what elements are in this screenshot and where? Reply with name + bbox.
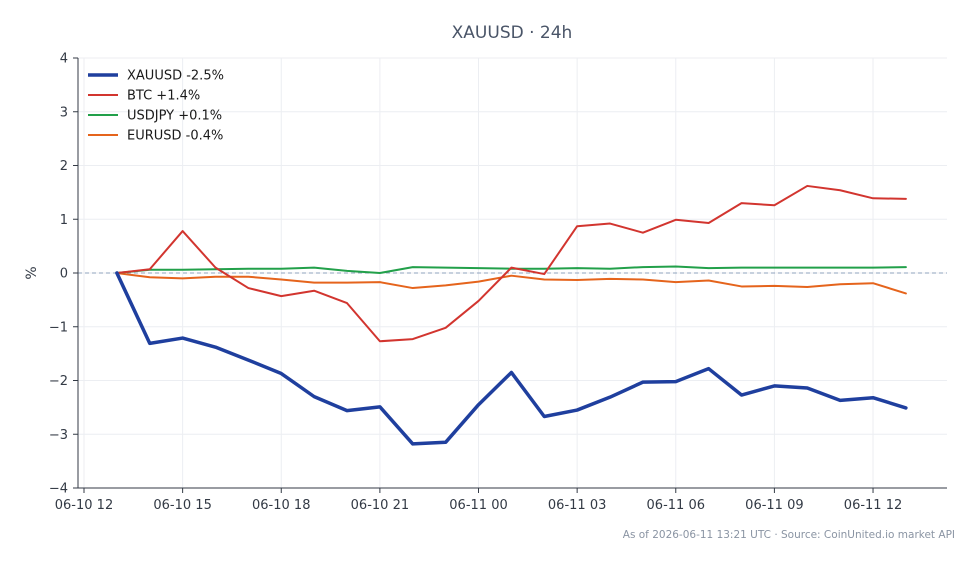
series-layer [115, 184, 908, 446]
y-tick-label: 3 [60, 105, 68, 120]
x-tick-label: 06-11 03 [548, 498, 606, 513]
x-tick-label: 06-10 21 [351, 498, 409, 513]
y-tick-label: 1 [60, 213, 68, 228]
y-tick-label: 2 [60, 159, 68, 174]
chart-title: XAUUSD · 24h [452, 23, 573, 43]
legend-entry-label: USDJPY +0.1% [127, 109, 222, 124]
y-tick-label: −2 [49, 374, 68, 389]
legend-entry-label: BTC +1.4% [127, 89, 200, 104]
x-tick-label: 06-11 09 [745, 498, 803, 513]
y-tick-label: −4 [49, 482, 68, 497]
y-tick-label: 4 [60, 52, 68, 67]
x-tick-label: 06-11 12 [844, 498, 902, 513]
y-tick-label: −3 [49, 428, 68, 443]
legend-entry-label: EURUSD -0.4% [127, 129, 223, 144]
legend: XAUUSD -2.5% BTC +1.4% USDJPY +0.1% EURUSD … [88, 69, 224, 144]
x-tick-label: 06-10 12 [55, 498, 113, 513]
x-tick-label: 06-10 18 [252, 498, 310, 513]
x-tick-label: 06-11 06 [647, 498, 705, 513]
axes-layer: 4 3 2 1 0 −1 −2 −3 −406-10 12 06-10 15 06-10 18 06-… [49, 52, 947, 513]
footer-source-note: As of 2026-06-11 13:21 UTC · Source: Coi… [623, 529, 955, 541]
series-line-btc [115, 184, 907, 343]
series-line-eurusd [115, 272, 907, 295]
legend-entry-label: XAUUSD -2.5% [127, 69, 224, 84]
x-tick-label: 06-10 15 [153, 498, 211, 513]
y-tick-label: −1 [49, 320, 68, 335]
series-line-xauusd [115, 271, 908, 446]
y-axis-label: % [24, 266, 40, 279]
y-tick-label: 0 [60, 267, 68, 282]
x-tick-label: 06-11 00 [449, 498, 507, 513]
